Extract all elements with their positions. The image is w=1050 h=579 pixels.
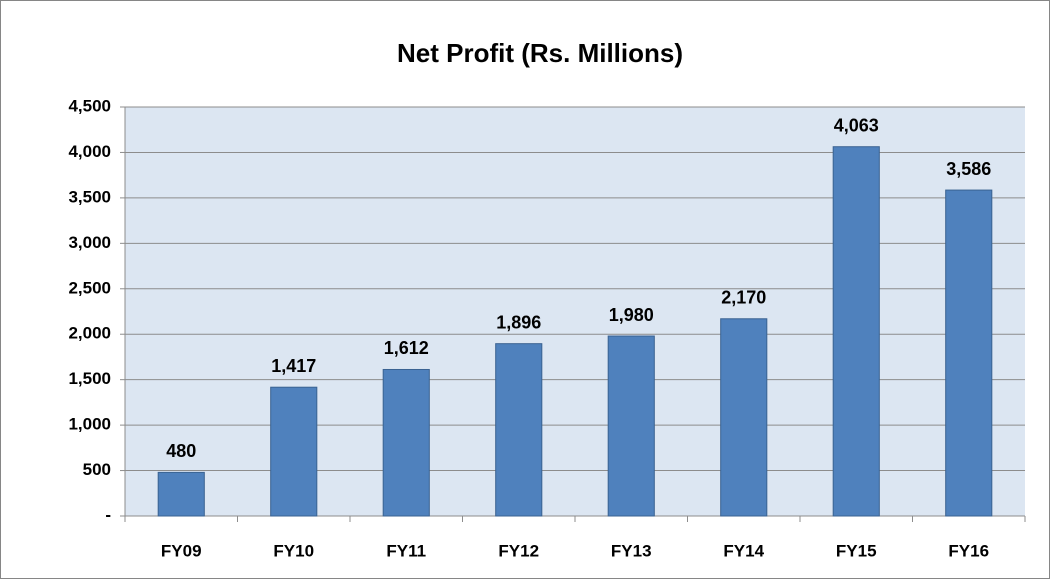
- x-tick-label: FY14: [723, 541, 764, 560]
- bar: [382, 368, 430, 517]
- y-tick-label: 3,500: [68, 187, 111, 206]
- y-tick-label: 3,000: [68, 233, 111, 252]
- plot-area: [125, 107, 1025, 516]
- x-tick-label: FY10: [273, 541, 314, 560]
- x-tick-label: FY09: [161, 541, 202, 560]
- y-tick-label: 1,500: [68, 369, 111, 388]
- x-tick-label: FY13: [611, 541, 652, 560]
- bar: [832, 146, 880, 517]
- y-tick-label: -: [105, 505, 111, 524]
- value-label: 480: [166, 441, 196, 461]
- value-label: 1,896: [496, 312, 541, 332]
- bar: [720, 318, 768, 517]
- value-label: 1,417: [271, 356, 316, 376]
- x-tick-label: FY16: [948, 541, 989, 560]
- bar: [157, 471, 205, 517]
- y-tick-label: 1,000: [68, 415, 111, 434]
- bar: [607, 335, 655, 517]
- value-label: 1,980: [609, 305, 654, 325]
- value-label: 2,170: [721, 288, 766, 308]
- value-label: 4,063: [834, 115, 879, 135]
- value-label: 3,586: [946, 159, 991, 179]
- bar: [270, 386, 318, 517]
- x-tick-label: FY11: [386, 541, 426, 560]
- x-tick-label: FY12: [498, 541, 539, 560]
- y-tick-label: 4,500: [68, 96, 111, 115]
- x-tick-label: FY15: [836, 541, 877, 560]
- y-tick-label: 500: [83, 460, 111, 479]
- chart-title: Net Profit (Rs. Millions): [397, 38, 683, 68]
- y-tick-label: 4,000: [68, 142, 111, 161]
- value-label: 1,612: [384, 338, 429, 358]
- y-tick-label: 2,000: [68, 324, 111, 343]
- y-tick-label: 2,500: [68, 278, 111, 297]
- bar: [495, 343, 543, 517]
- bar: [945, 189, 993, 517]
